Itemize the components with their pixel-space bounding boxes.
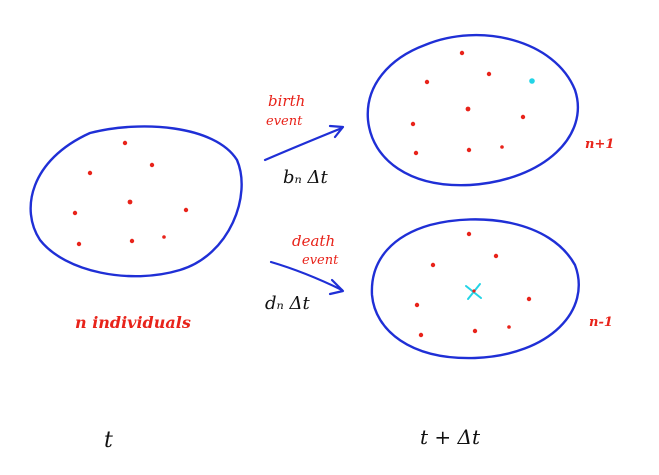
individual-dot [418,332,424,338]
time-label-t: t [104,428,113,453]
death-transition: death event dₙ Δt [265,232,345,314]
population-boundary-death [370,218,580,360]
individual-dot [520,114,526,120]
individual-dot [76,241,82,247]
individual-dot [122,140,128,146]
removed-individual-dot [472,289,476,293]
time-label-t-plus-dt: t + Δt [420,425,481,449]
population-after-birth: n+1 [366,33,614,187]
birth-event-label-1: birth [268,92,305,110]
population-boundary-birth [366,33,580,187]
individual-dot [127,199,133,205]
death-count-label: n-1 [589,315,613,330]
individual-dot [414,302,420,308]
individual-dot [500,145,504,149]
birth-count-label: n+1 [585,137,614,152]
n-individuals-caption: n individuals [75,313,191,332]
death-event-label-1: death [292,232,335,250]
birth-arrow [263,126,344,162]
individual-dot [430,262,436,268]
individual-dot [87,170,93,176]
population-after-death: n-1 [370,218,613,360]
individual-dot [149,162,155,168]
individual-dot [466,147,472,153]
individual-dot [493,253,499,259]
individual-dot [486,71,492,77]
individual-dot [183,207,189,213]
death-event-label-2: event [302,253,339,268]
individual-dot [129,238,135,244]
individual-dot [162,235,166,239]
birth-rate-label: bₙ Δt [283,167,329,188]
birth-event-label-2: event [266,114,303,129]
population-at-t [29,125,243,278]
individual-dot [410,121,416,127]
birth-arrowhead [328,124,345,139]
individual-dot [466,231,472,237]
death-arrow [269,260,344,292]
individual-dot [424,79,430,85]
individual-dot [465,106,471,112]
death-rate-label: dₙ Δt [265,293,311,314]
death-arrowhead [328,278,345,296]
individual-dot [472,328,478,334]
birth-transition: birth event bₙ Δt [263,92,345,188]
population-boundary-left [29,125,243,278]
individual-dot [459,50,465,56]
individual-dot [507,325,511,329]
individual-dot [526,296,532,302]
new-individual-dot [529,78,535,84]
individual-dot [413,150,419,156]
individual-dot [72,210,78,216]
